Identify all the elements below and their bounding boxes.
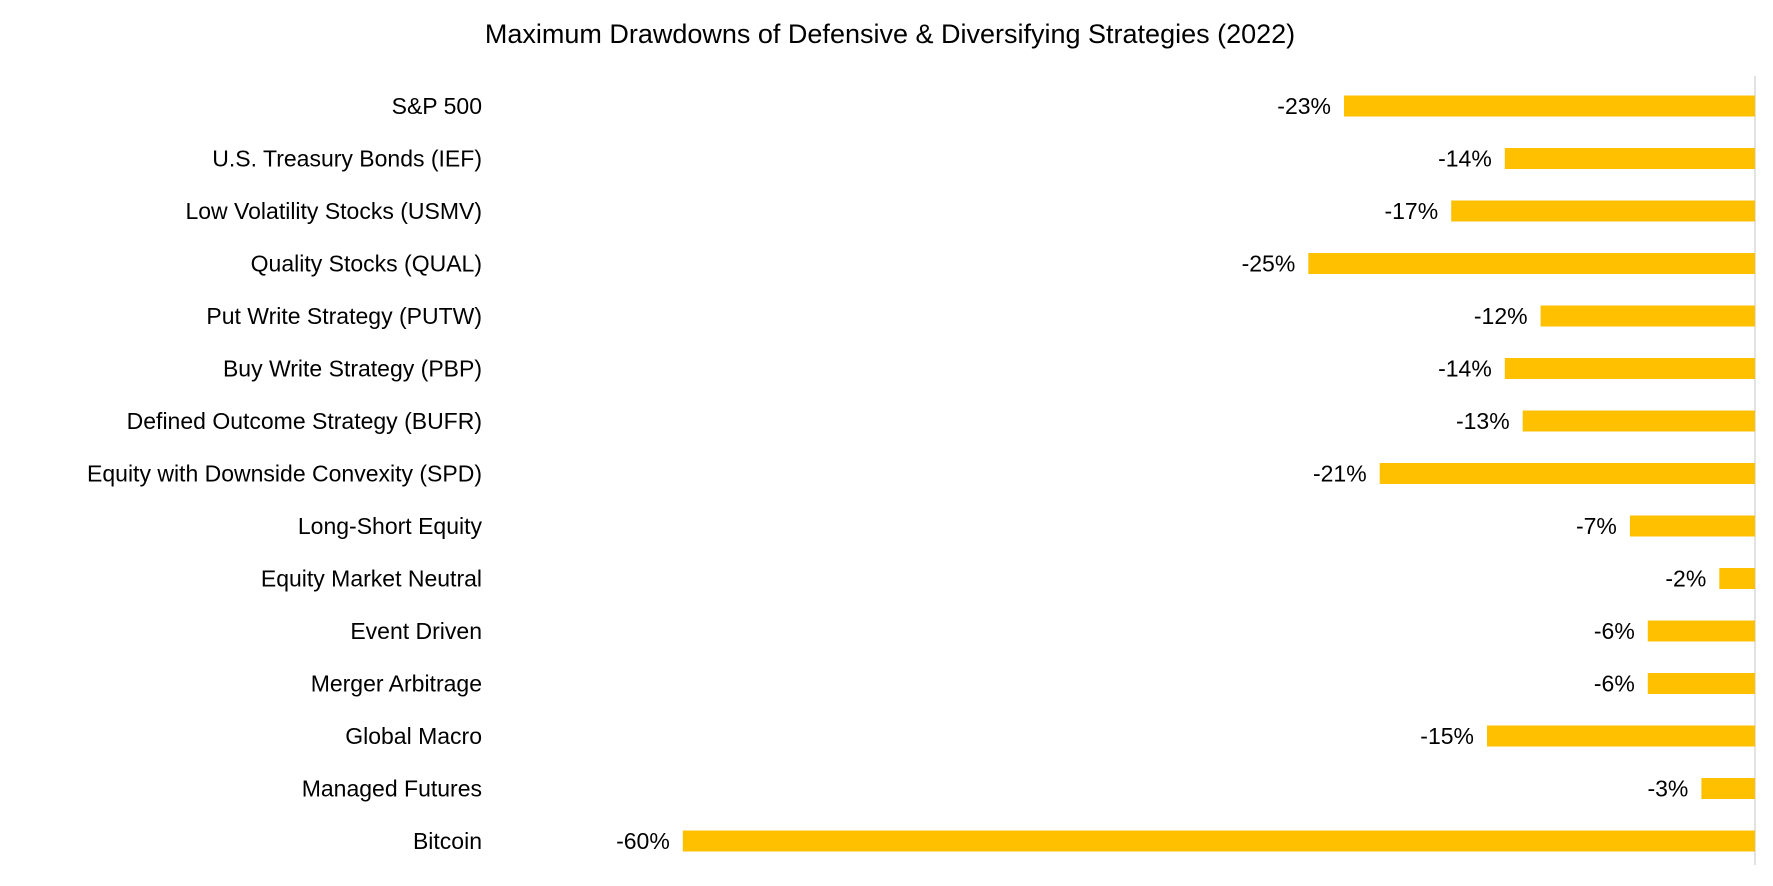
category-label: Quality Stocks (QUAL) — [251, 251, 482, 277]
data-label: -15% — [1420, 723, 1474, 749]
bar — [682, 830, 1755, 852]
data-label: -13% — [1456, 408, 1510, 434]
category-label: Buy Write Strategy (PBP) — [223, 356, 482, 382]
data-label: -14% — [1438, 146, 1492, 172]
bar — [1487, 725, 1756, 747]
category-label: Put Write Strategy (PUTW) — [206, 303, 482, 329]
bar — [1344, 95, 1755, 117]
data-label: -6% — [1594, 618, 1635, 644]
bar — [1647, 620, 1755, 642]
bar — [1647, 673, 1755, 694]
category-label: Managed Futures — [302, 776, 482, 802]
data-label: -25% — [1242, 251, 1296, 277]
data-label: -23% — [1277, 93, 1331, 119]
category-label: Low Volatility Stocks (USMV) — [185, 198, 482, 224]
bars-group — [682, 95, 1756, 852]
data-label: -6% — [1594, 671, 1635, 697]
category-label: Long-Short Equity — [298, 513, 483, 539]
bar — [1540, 305, 1755, 327]
chart-title: Maximum Drawdowns of Defensive & Diversi… — [485, 19, 1295, 49]
bar — [1308, 253, 1756, 274]
bar — [1379, 463, 1755, 484]
category-label: U.S. Treasury Bonds (IEF) — [212, 146, 482, 172]
category-labels-group: S&P 500 U.S. Treasury Bonds (IEF) Low Vola… — [87, 93, 482, 854]
category-label: S&P 500 — [392, 93, 482, 119]
bar — [1629, 515, 1755, 537]
data-label: -14% — [1438, 356, 1492, 382]
data-labels-group: -23%-14%-17%-25%-12%-14%-13%-21%-7%-2%-6… — [616, 93, 1706, 854]
data-label: -17% — [1384, 198, 1438, 224]
bar — [1522, 410, 1755, 432]
data-label: -12% — [1474, 303, 1528, 329]
bar — [1719, 568, 1755, 589]
bar — [1701, 778, 1755, 799]
category-label: Defined Outcome Strategy (BUFR) — [127, 408, 482, 434]
category-label: Equity with Downside Convexity (SPD) — [87, 461, 482, 487]
bar — [1504, 148, 1755, 169]
category-label: Global Macro — [345, 723, 482, 749]
data-label: -60% — [616, 828, 670, 854]
data-label: -2% — [1665, 566, 1706, 592]
bar — [1504, 358, 1755, 379]
category-label: Equity Market Neutral — [261, 566, 482, 592]
data-label: -21% — [1313, 461, 1367, 487]
bar — [1451, 200, 1755, 222]
category-label: Merger Arbitrage — [311, 671, 482, 697]
category-label: Bitcoin — [413, 828, 482, 854]
data-label: -7% — [1576, 513, 1617, 539]
category-label: Event Driven — [350, 618, 482, 644]
data-label: -3% — [1647, 776, 1688, 802]
